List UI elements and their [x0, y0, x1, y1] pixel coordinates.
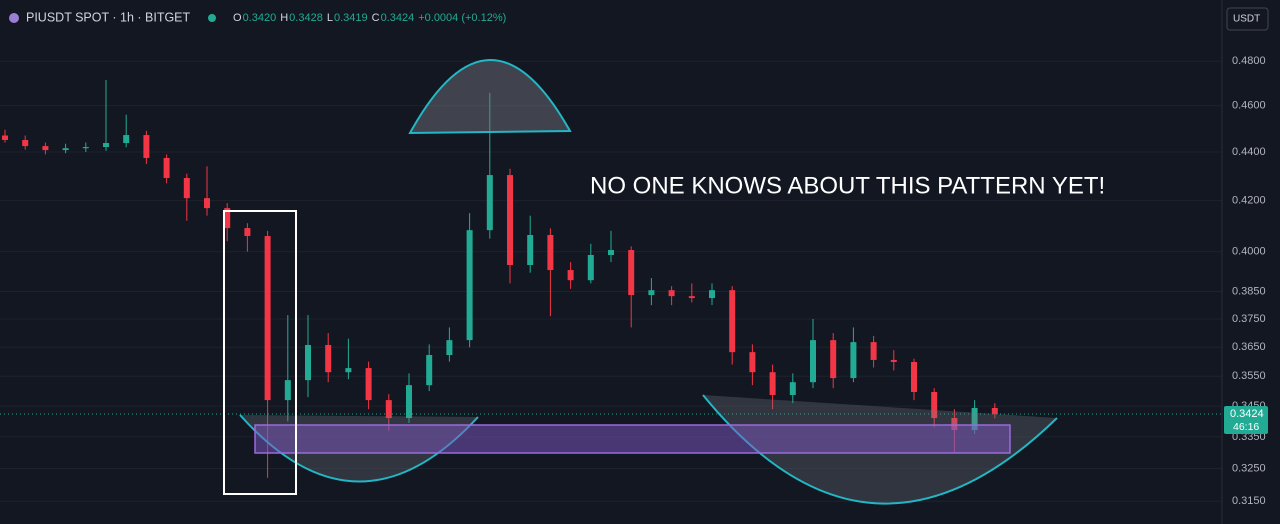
candle-body: [870, 342, 877, 360]
currency-button[interactable]: USDT: [1226, 7, 1269, 31]
support-zone: [254, 424, 1011, 454]
currency-button-label[interactable]: USDT: [1233, 14, 1260, 25]
price-axis: 0.4800 0.4600 0.4400 0.4200 0.4000 0.3850 0.37…: [1224, 55, 1268, 507]
candle-body: [486, 175, 493, 231]
ohlc-value: 0.3424: [381, 12, 415, 24]
candle-body: [284, 380, 291, 401]
candles: [2, 79, 998, 478]
y-tick-label: 0.4200: [1232, 195, 1266, 207]
last-price-box: [1224, 406, 1268, 435]
candle-body: [406, 385, 412, 419]
candle-body: [123, 135, 130, 144]
candle-body: [244, 228, 251, 237]
y-tick-label: 0.3850: [1232, 285, 1266, 297]
y-tick-label: 0.3550: [1232, 370, 1266, 382]
candle-body: [547, 235, 554, 271]
candle-body: [183, 177, 190, 199]
candle-body: [204, 198, 210, 209]
candle-body: [648, 290, 655, 296]
candle-body: [385, 400, 392, 419]
candle-body: [890, 359, 897, 362]
candle-body: [426, 355, 433, 386]
candle-body: [365, 368, 372, 401]
y-tick-label: 0.4000: [1232, 245, 1266, 257]
candle-body: [789, 382, 796, 396]
candle-body: [628, 250, 635, 296]
symbol-icon: [9, 13, 19, 23]
countdown-label: 46:16: [1233, 421, 1259, 433]
candle-body: [911, 361, 917, 393]
candle-body: [446, 340, 453, 356]
candle-body: [264, 236, 271, 401]
candle-body: [143, 135, 150, 158]
candle-body: [830, 340, 837, 379]
y-tick-label: 0.3750: [1232, 313, 1266, 325]
candle-body: [850, 342, 857, 379]
candle-body: [749, 352, 756, 373]
candle-body: [305, 344, 311, 381]
candle-body: [527, 235, 534, 266]
y-tick-label: 0.3650: [1232, 341, 1266, 353]
candle-body: [42, 146, 49, 151]
symbol-title: PIUSDT SPOT · 1h · BITGET: [26, 10, 191, 24]
candle-body: [22, 139, 29, 147]
ohlc-key: L: [327, 12, 333, 24]
ohlc-key: H: [280, 12, 288, 24]
status-dot: [208, 14, 216, 22]
ohlc-key: C: [372, 12, 380, 24]
candle-body: [163, 157, 170, 178]
candle-body: [810, 340, 816, 383]
last-price-label: 0.3424: [1230, 408, 1264, 420]
candle-body: [608, 250, 614, 255]
y-tick-label: 0.4600: [1232, 99, 1266, 111]
ohlc-legend: O 0.3420 H 0.3428 L 0.3419 C 0.3424 +0.0004 (+0.…: [233, 12, 506, 24]
currency-button-box[interactable]: [1226, 7, 1269, 31]
ohlc-change: +0.0004 (+0.12%): [418, 12, 506, 24]
candle-body: [769, 372, 776, 396]
ohlc-value: 0.3419: [334, 12, 368, 24]
candle-body: [466, 230, 473, 341]
candle-body: [62, 148, 69, 151]
candle-body: [688, 296, 695, 299]
candle-body: [345, 368, 352, 373]
candle-body: [931, 392, 938, 419]
candle-body: [567, 270, 574, 281]
y-tick-label: 0.4800: [1232, 55, 1266, 67]
ohlc-value: 0.3428: [289, 12, 323, 24]
candle-body: [951, 418, 958, 431]
candle-body: [224, 208, 231, 229]
ohlc-value: 0.3420: [243, 12, 277, 24]
ohlc-key: O: [233, 12, 242, 24]
highlight-box: [223, 210, 297, 495]
candle-body: [82, 147, 89, 149]
dome-drawing: [408, 59, 572, 135]
candle-body: [709, 290, 715, 299]
candle-body: [507, 175, 513, 266]
candle-body: [971, 407, 978, 431]
candle-body: [2, 135, 8, 140]
candle-body: [729, 290, 736, 353]
candle-body: [325, 344, 332, 373]
candle-body: [587, 254, 594, 281]
candle-body: [991, 407, 998, 415]
y-tick-label: 0.3150: [1232, 495, 1266, 507]
y-tick-label: 0.3250: [1232, 462, 1266, 474]
candle-body: [668, 290, 675, 297]
y-tick-label: 0.4400: [1232, 146, 1266, 158]
annotation: NO ONE KNOWS ABOUT THIS PATTERN YET!: [590, 172, 1105, 199]
candle-body: [103, 143, 109, 148]
